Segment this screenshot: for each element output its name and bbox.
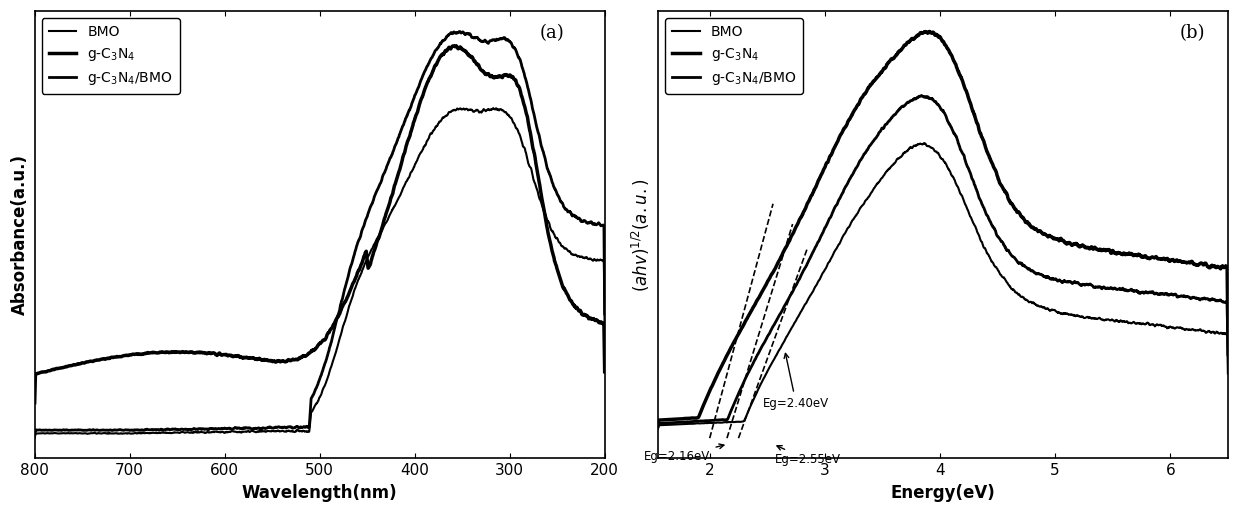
Y-axis label: Absorbance(a.u.): Absorbance(a.u.)	[11, 154, 28, 315]
X-axis label: Energy(eV): Energy(eV)	[891, 484, 995, 502]
Text: Eg=2.40eV: Eg=2.40eV	[763, 353, 829, 410]
Text: (a): (a)	[540, 25, 565, 43]
Text: Eg=2.55eV: Eg=2.55eV	[774, 446, 840, 466]
Text: Eg=2.16eV: Eg=2.16eV	[644, 444, 724, 463]
Legend: BMO, g-C$_3$N$_4$, g-C$_3$N$_4$/BMO: BMO, g-C$_3$N$_4$, g-C$_3$N$_4$/BMO	[42, 18, 180, 94]
X-axis label: Wavelength(nm): Wavelength(nm)	[242, 484, 398, 502]
Y-axis label: $(ahv)^{1/2}(a.u.)$: $(ahv)^{1/2}(a.u.)$	[631, 178, 652, 292]
Text: (b): (b)	[1180, 25, 1206, 43]
Legend: BMO, g-C$_3$N$_4$, g-C$_3$N$_4$/BMO: BMO, g-C$_3$N$_4$, g-C$_3$N$_4$/BMO	[665, 18, 803, 94]
